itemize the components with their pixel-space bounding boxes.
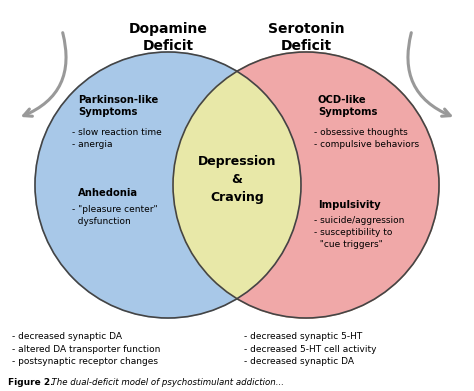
Text: Dopamine
Deficit: Dopamine Deficit (128, 22, 208, 53)
Text: - obsessive thoughts
- compulsive behaviors: - obsessive thoughts - compulsive behavi… (314, 128, 419, 149)
Circle shape (173, 52, 439, 318)
FancyArrowPatch shape (408, 33, 450, 116)
Text: - "pleasure center"
  dysfunction: - "pleasure center" dysfunction (72, 205, 158, 226)
Text: Serotonin
Deficit: Serotonin Deficit (268, 22, 344, 53)
Text: Figure 2.: Figure 2. (8, 378, 54, 387)
Text: - decreased synaptic DA
- altered DA transporter function
- postsynaptic recepto: - decreased synaptic DA - altered DA tra… (12, 332, 160, 366)
Text: The dual-deficit model of psychostimulant addiction...: The dual-deficit model of psychostimulan… (46, 378, 284, 387)
Text: OCD-like
Symptoms: OCD-like Symptoms (318, 95, 377, 117)
Text: Anhedonia: Anhedonia (78, 188, 138, 198)
Text: - slow reaction time
- anergia: - slow reaction time - anergia (72, 128, 162, 149)
Circle shape (35, 52, 301, 318)
Text: Impulsivity: Impulsivity (318, 200, 381, 210)
FancyArrowPatch shape (24, 33, 66, 116)
Text: Depression
&
Craving: Depression & Craving (198, 155, 276, 204)
Text: - suicide/aggression
- susceptibility to
  "cue triggers": - suicide/aggression - susceptibility to… (314, 216, 404, 249)
Polygon shape (237, 52, 439, 318)
Text: Parkinson-like
Symptoms: Parkinson-like Symptoms (78, 95, 158, 117)
Text: - decreased synaptic 5-HT
- decreased 5-HT cell activity
- decreased synaptic DA: - decreased synaptic 5-HT - decreased 5-… (244, 332, 376, 366)
